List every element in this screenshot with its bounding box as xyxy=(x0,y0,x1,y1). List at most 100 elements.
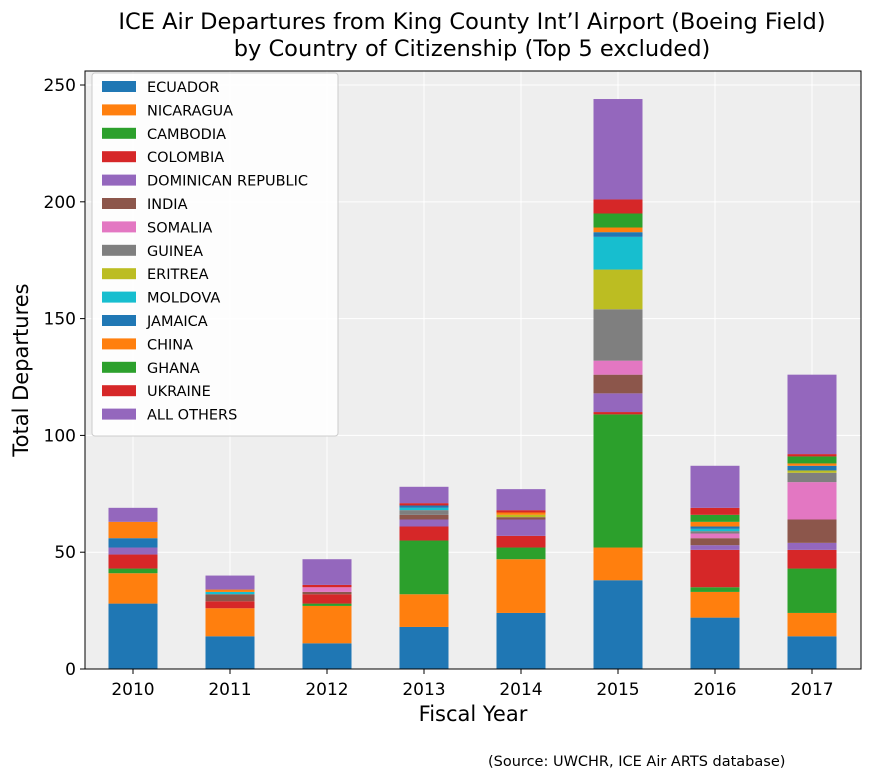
legend-swatch xyxy=(102,385,136,397)
bar-segment-india-2014 xyxy=(496,517,546,520)
legend-label: JAMAICA xyxy=(146,314,208,330)
bar-segment-colombia-2015 xyxy=(593,412,643,415)
chart-subtitle: by Country of Citizenship (Top 5 exclude… xyxy=(234,36,711,62)
legend-label: ECUADOR xyxy=(147,80,219,96)
bar-segment-cambodia-2015 xyxy=(593,414,643,548)
bar-segment-india-2016 xyxy=(690,538,740,546)
x-tick-label: 2013 xyxy=(402,680,445,700)
bar-segment-ghana-2016 xyxy=(690,514,740,522)
bar-segment-jamaica-2015 xyxy=(593,232,643,237)
legend-swatch xyxy=(102,198,136,209)
bar-segment-china-2014 xyxy=(496,512,546,515)
legend-label: UKRAINE xyxy=(147,384,211,400)
y-tick-label: 250 xyxy=(44,76,76,96)
bar-segment-ecuador-2014 xyxy=(496,612,546,669)
bar-segment-china-2010 xyxy=(108,521,158,539)
x-tick-label: 2014 xyxy=(499,680,542,700)
legend-swatch xyxy=(102,81,136,92)
bar-segment-somalia-2015 xyxy=(593,360,643,375)
bar-segment-colombia-2010 xyxy=(108,554,158,569)
bar-segment-eritrea-2017 xyxy=(787,470,837,473)
legend-label: GHANA xyxy=(147,361,200,377)
bar-segment-moldova-2015 xyxy=(593,236,643,270)
bar-segment-guinea-2017 xyxy=(787,472,837,483)
bar-segment-colombia-2014 xyxy=(496,535,546,548)
bar-segment-all-others-2016 xyxy=(690,465,740,508)
legend-swatch xyxy=(102,127,136,139)
bar-segment-india-2017 xyxy=(787,519,837,543)
bar-segment-colombia-2016 xyxy=(690,549,740,588)
bar-segment-nicaragua-2012 xyxy=(302,605,352,644)
bar-segment-china-2017 xyxy=(787,463,837,466)
legend-label: INDIA xyxy=(147,197,188,213)
bar-segment-eritrea-2014 xyxy=(496,514,546,518)
bar-segment-ghana-2017 xyxy=(787,456,837,464)
bar-segment-dominican-republic-2015 xyxy=(593,393,643,413)
y-tick-label: 50 xyxy=(54,543,76,563)
bar-segment-ecuador-2010 xyxy=(108,603,158,669)
bar-segment-jamaica-2017 xyxy=(787,465,837,471)
bar-segment-ghana-2015 xyxy=(593,213,643,228)
bar-segment-guinea-2013 xyxy=(399,510,449,515)
legend-swatch xyxy=(102,104,136,116)
legend-label: SOMALIA xyxy=(147,220,212,236)
x-tick-label: 2012 xyxy=(305,680,348,700)
bar-segment-colombia-2013 xyxy=(399,526,449,541)
legend: ECUADOR NICARAGUA CAMBODIA COLOMBIA DOMINICA… xyxy=(91,72,339,437)
bar-segment-colombia-2017 xyxy=(787,549,837,569)
bar-segment-colombia-2012 xyxy=(302,594,352,604)
bar-segment-somalia-2012 xyxy=(302,587,352,592)
legend-label: NICARAGUA xyxy=(147,103,233,119)
chart-title: ICE Air Departures from King County Int’… xyxy=(118,9,825,35)
bar-segment-ukraine-2014 xyxy=(496,510,546,513)
bar-segment-nicaragua-2010 xyxy=(108,573,158,604)
bar-segment-ukraine-2012 xyxy=(302,584,352,588)
bar-segment-dominican-republic-2016 xyxy=(690,545,740,550)
axis-ticks: 0 50 100 150 200 250 2010 2011 2012 2013 2014 2015 2… xyxy=(44,76,834,700)
bar-segment-cambodia-2010 xyxy=(108,568,158,574)
bar-segment-ukraine-2016 xyxy=(690,507,740,515)
bar-segment-all-others-2012 xyxy=(302,559,352,585)
legend-label: COLOMBIA xyxy=(147,150,224,166)
bar-segment-cambodia-2013 xyxy=(399,540,449,595)
legend-swatch xyxy=(102,151,136,163)
bar-segment-cambodia-2016 xyxy=(690,587,740,592)
x-tick-label: 2015 xyxy=(596,680,639,700)
y-tick-label: 200 xyxy=(44,193,76,213)
bar-segment-nicaragua-2016 xyxy=(690,591,740,618)
bar-segment-jamaica-2013 xyxy=(399,505,449,508)
x-tick-label: 2016 xyxy=(693,680,736,700)
bar-segment-china-2011 xyxy=(205,589,255,592)
bar-segment-dominican-republic-2014 xyxy=(496,519,546,536)
bar-segment-nicaragua-2015 xyxy=(593,547,643,581)
bar-segment-all-others-2017 xyxy=(787,374,837,455)
legend-box xyxy=(91,72,339,437)
y-tick-label: 0 xyxy=(65,660,76,680)
bar-segment-all-others-2015 xyxy=(593,99,643,200)
bar-segment-nicaragua-2013 xyxy=(399,594,449,627)
x-tick-label: 2011 xyxy=(208,680,251,700)
y-axis-label: Total Departures xyxy=(9,283,33,457)
bar-segment-india-2015 xyxy=(593,374,643,394)
bar-segment-all-others-2014 xyxy=(496,489,546,511)
bar-segment-ecuador-2012 xyxy=(302,643,352,669)
bar-segment-cambodia-2014 xyxy=(496,547,546,560)
legend-label: ALL OTHERS xyxy=(147,408,237,424)
legend-label: CHINA xyxy=(147,337,193,353)
bar-segment-ecuador-2017 xyxy=(787,636,837,669)
bar-segment-nicaragua-2011 xyxy=(205,608,255,637)
bar-segment-jamaica-2010 xyxy=(108,538,158,548)
bar-segment-all-others-2011 xyxy=(205,575,255,590)
legend-swatch xyxy=(102,338,136,350)
legend-swatch xyxy=(102,244,136,256)
bar-segment-cambodia-2017 xyxy=(787,568,837,613)
bar-segment-colombia-2011 xyxy=(205,601,255,609)
bar-segment-ecuador-2011 xyxy=(205,636,255,669)
legend-label: ERITREA xyxy=(147,267,209,283)
bar-segment-moldova-2016 xyxy=(690,528,740,532)
legend-label: DOMINICAN REPUBLIC xyxy=(147,174,308,190)
legend-label: MOLDOVA xyxy=(147,291,220,307)
bars xyxy=(108,99,837,669)
legend-label: GUINEA xyxy=(147,244,203,260)
bar-segment-ukraine-2015 xyxy=(593,199,643,214)
